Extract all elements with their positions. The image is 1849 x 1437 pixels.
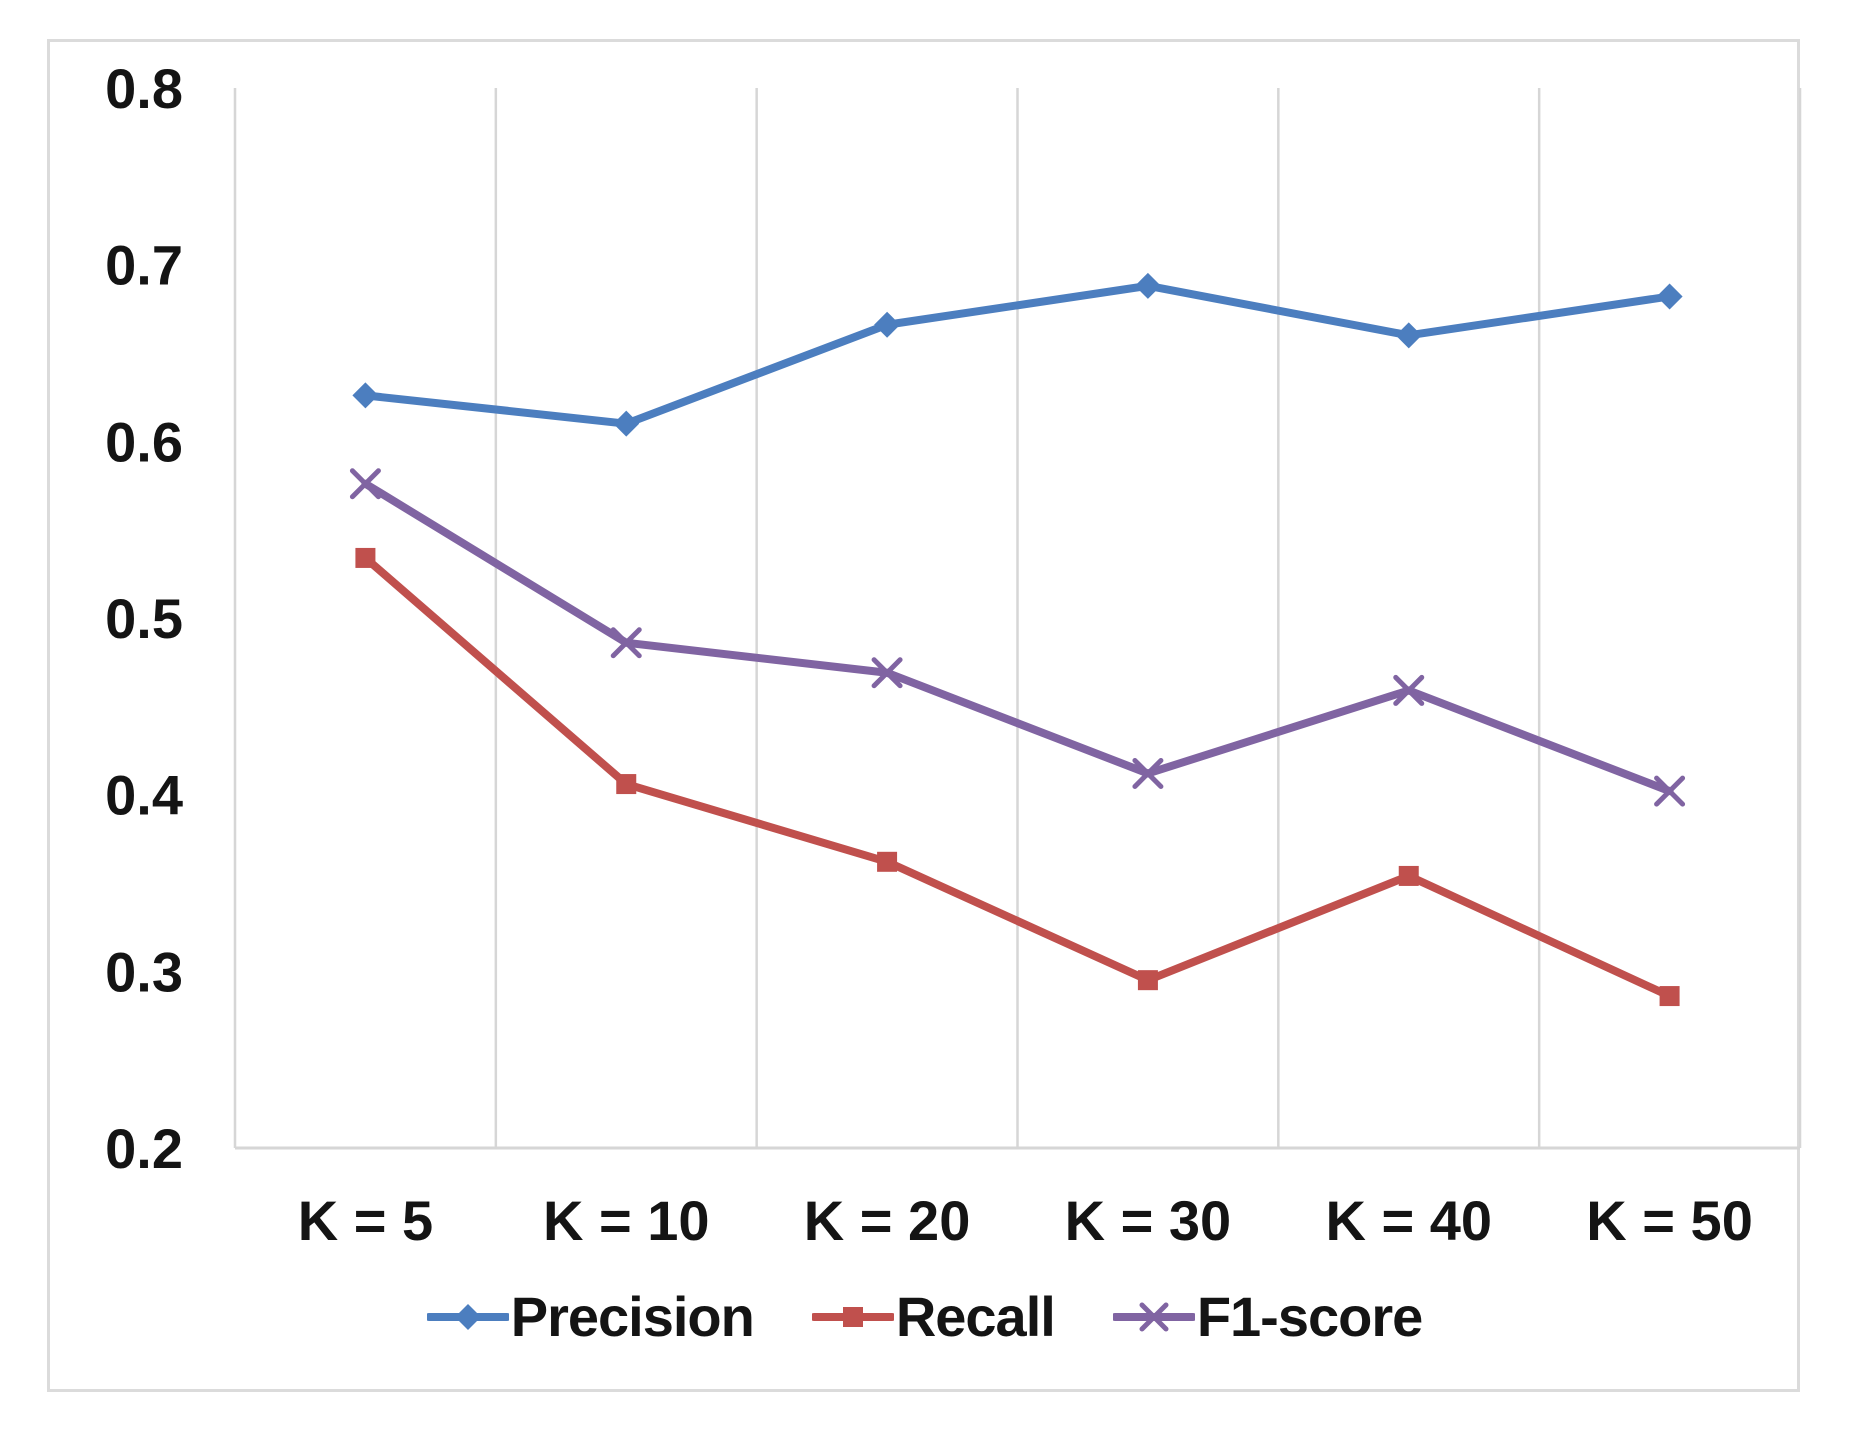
x-marker-stroke [1132, 757, 1164, 789]
series-line [361, 479, 1674, 796]
series-line [361, 553, 1674, 1001]
x-axis-labels: K = 5 K = 10 K = 20 K = 30 K = 40 K = 50 [298, 1189, 1753, 1252]
x-marker-stroke [871, 657, 903, 689]
y-tick-label: 0.6 [105, 410, 183, 473]
legend-item-f1: F1-score [1112, 1284, 1423, 1349]
diamond-marker [1395, 322, 1422, 349]
y-axis-labels: 0.8 0.7 0.6 0.5 0.4 0.3 0.2 [105, 57, 183, 1180]
series-f1-score [349, 468, 1686, 807]
square-marker [616, 774, 637, 795]
square-marker [842, 1306, 863, 1327]
diamond-marker [613, 410, 640, 437]
legend-item-recall: Recall [811, 1284, 1056, 1349]
diamond-marker [352, 382, 379, 409]
square-marker [1659, 986, 1680, 1007]
recall-square-icon [811, 1306, 894, 1327]
legend-label-recall: Recall [895, 1285, 1056, 1348]
legend-label-f1: F1-score [1196, 1285, 1423, 1348]
y-tick-label: 0.4 [105, 764, 183, 827]
x-tick-label: K = 50 [1586, 1189, 1753, 1252]
x-tick-label: K = 5 [298, 1189, 433, 1252]
series-precision [352, 272, 1683, 437]
y-tick-label: 0.7 [105, 234, 183, 297]
square-marker [877, 851, 898, 872]
square-marker [1398, 865, 1419, 886]
x-marker-stroke [1393, 674, 1425, 706]
f1-score-x-icon [1112, 1302, 1195, 1331]
diamond-marker [1656, 283, 1683, 310]
y-tick-label: 0.2 [105, 1117, 183, 1180]
square-marker [1137, 970, 1158, 991]
chart-border-frame [47, 39, 1800, 1392]
y-tick-label: 0.8 [105, 57, 183, 120]
x-tick-label: K = 20 [804, 1189, 971, 1252]
square-marker [355, 547, 376, 568]
x-tick-label: K = 30 [1065, 1189, 1232, 1252]
legend-item-precision: Precision [426, 1284, 755, 1349]
series-line [361, 281, 1674, 428]
diamond-marker [874, 311, 901, 338]
legend-label-precision: Precision [510, 1285, 755, 1348]
x-marker-stroke [1139, 1302, 1169, 1331]
y-tick-label: 0.5 [105, 587, 183, 650]
series-recall [355, 547, 1680, 1007]
diamond-marker [1134, 272, 1161, 299]
diamond-marker [454, 1303, 481, 1330]
x-marker-stroke [1654, 775, 1686, 807]
x-marker-stroke [610, 627, 642, 659]
y-tick-label: 0.3 [105, 940, 183, 1003]
x-tick-label: K = 40 [1325, 1189, 1492, 1252]
x-marker-stroke [349, 468, 381, 500]
chart-legend: Precision Recall F1-score [0, 1284, 1849, 1349]
x-tick-label: K = 10 [543, 1189, 710, 1252]
vertical-gridlines [233, 88, 1802, 1148]
precision-diamond-icon [426, 1303, 509, 1330]
